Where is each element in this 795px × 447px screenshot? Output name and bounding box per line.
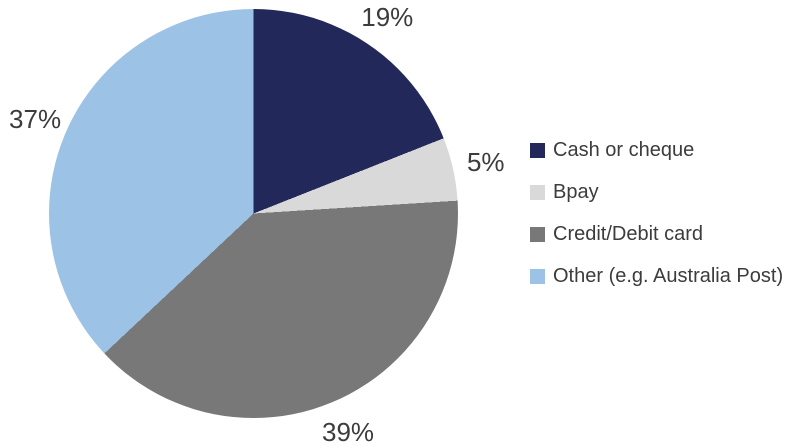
- slice-label: 19%: [361, 1, 414, 32]
- legend-item: Other (e.g. Australia Post): [530, 264, 783, 288]
- legend-label: Bpay: [553, 180, 599, 203]
- legend-label: Other (e.g. Australia Post): [553, 264, 784, 287]
- legend-swatch: [530, 142, 545, 158]
- legend-swatch: [530, 268, 545, 284]
- legend-label: Credit/Debit card: [553, 222, 704, 245]
- slice-label: 39%: [321, 416, 375, 447]
- legend-label: Cash or cheque: [553, 138, 695, 161]
- legend-swatch: [530, 226, 545, 242]
- legend-item: Cash or cheque: [530, 138, 783, 162]
- pie: [49, 9, 458, 418]
- slice-label: 5%: [466, 146, 505, 177]
- legend: Cash or cheque Bpay Credit/Debit card Other…: [530, 138, 783, 306]
- legend-item: Credit/Debit card: [530, 222, 783, 246]
- legend-item: Bpay: [530, 180, 783, 204]
- slice-label: 37%: [9, 103, 62, 134]
- legend-swatch: [530, 184, 545, 200]
